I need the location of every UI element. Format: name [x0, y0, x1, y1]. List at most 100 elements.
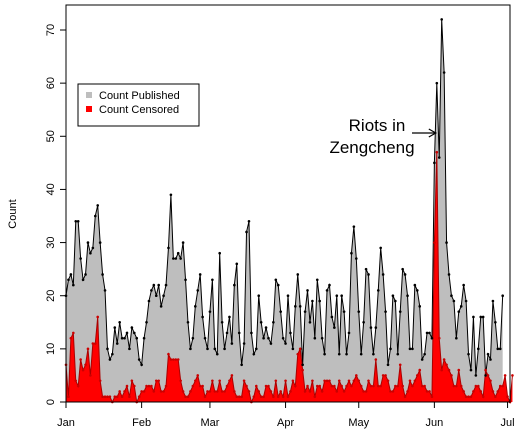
- point-published: [240, 363, 243, 367]
- point-censored: [474, 384, 478, 388]
- point-published: [298, 305, 302, 308]
- y-tick-label: 70: [45, 24, 57, 36]
- point-published: [342, 310, 346, 313]
- point-censored: [130, 379, 134, 383]
- point-published: [93, 214, 97, 218]
- point-published: [181, 241, 185, 244]
- point-published: [489, 358, 492, 361]
- point-censored: [462, 390, 465, 393]
- point-published: [352, 225, 356, 228]
- point-published: [162, 294, 165, 298]
- point-censored: [286, 395, 290, 398]
- point-censored: [154, 379, 158, 383]
- point-censored: [167, 352, 170, 356]
- point-published: [364, 267, 368, 271]
- point-published: [398, 310, 402, 313]
- x-tick-label: May: [348, 417, 369, 429]
- point-censored: [423, 384, 426, 388]
- point-censored: [96, 315, 100, 319]
- point-published: [198, 273, 202, 276]
- point-censored: [81, 368, 85, 372]
- y-axis-title: Count: [7, 199, 19, 228]
- point-censored: [418, 368, 422, 372]
- point-censored: [306, 384, 309, 388]
- point-censored: [86, 347, 90, 351]
- point-censored: [452, 384, 456, 388]
- point-censored: [320, 390, 324, 393]
- point-censored: [162, 390, 165, 393]
- point-censored: [267, 384, 270, 388]
- point-published: [294, 305, 297, 308]
- x-tick-label: Mar: [200, 417, 219, 429]
- annotation-arrow-head: [428, 128, 438, 138]
- point-censored: [479, 390, 483, 393]
- point-censored: [379, 384, 383, 388]
- point-published: [230, 342, 234, 345]
- point-published: [428, 331, 431, 335]
- point-censored: [103, 395, 107, 398]
- point-published: [459, 305, 463, 308]
- point-censored: [172, 358, 175, 361]
- point-censored: [125, 384, 129, 388]
- point-published: [501, 294, 504, 298]
- point-published: [301, 363, 304, 367]
- point-published: [391, 294, 395, 298]
- point-published: [469, 368, 473, 372]
- point-censored: [394, 384, 397, 388]
- point-published: [184, 278, 187, 282]
- point-censored: [486, 374, 490, 377]
- point-published: [172, 257, 175, 260]
- point-censored: [308, 390, 312, 393]
- point-published: [113, 326, 117, 329]
- point-censored: [198, 384, 202, 388]
- point-censored: [376, 384, 380, 388]
- point-censored: [301, 368, 304, 372]
- point-published: [315, 278, 319, 282]
- point-published: [296, 273, 300, 276]
- point-published: [274, 278, 278, 282]
- point-published: [164, 283, 168, 287]
- point-published: [330, 315, 334, 319]
- point-censored: [445, 363, 448, 367]
- point-censored: [108, 395, 112, 398]
- point-published: [152, 283, 156, 287]
- point-censored: [384, 374, 387, 377]
- point-published: [176, 251, 180, 255]
- point-censored: [211, 379, 214, 383]
- point-censored: [140, 390, 143, 393]
- point-censored: [484, 368, 487, 372]
- point-published: [408, 347, 412, 351]
- x-axis: Jan Feb Mar Apr May Jun Jul: [57, 402, 515, 429]
- point-censored: [176, 358, 180, 361]
- point-censored: [186, 395, 190, 398]
- point-published: [189, 347, 192, 351]
- point-censored: [489, 379, 492, 383]
- point-censored: [201, 384, 204, 388]
- point-published: [289, 331, 292, 335]
- point-censored: [481, 395, 485, 398]
- point-published: [394, 299, 397, 303]
- point-censored: [369, 384, 373, 388]
- legend-box: [77, 83, 200, 127]
- y-tick-label: 50: [45, 130, 57, 142]
- point-published: [286, 294, 290, 298]
- point-censored: [496, 390, 500, 393]
- point-published: [111, 352, 114, 356]
- point-published: [213, 347, 217, 351]
- point-censored: [335, 390, 339, 393]
- point-published: [264, 326, 268, 329]
- point-published: [137, 358, 141, 361]
- point-published: [474, 374, 478, 377]
- point-censored: [252, 395, 256, 398]
- point-censored: [147, 384, 151, 388]
- point-published: [218, 251, 221, 255]
- point-censored: [196, 374, 200, 377]
- point-published: [403, 273, 407, 276]
- point-censored: [169, 358, 173, 361]
- point-censored: [372, 384, 375, 388]
- point-published: [67, 278, 70, 282]
- point-published: [318, 299, 322, 303]
- point-censored: [79, 358, 82, 361]
- point-published: [437, 156, 441, 159]
- point-published: [179, 257, 182, 260]
